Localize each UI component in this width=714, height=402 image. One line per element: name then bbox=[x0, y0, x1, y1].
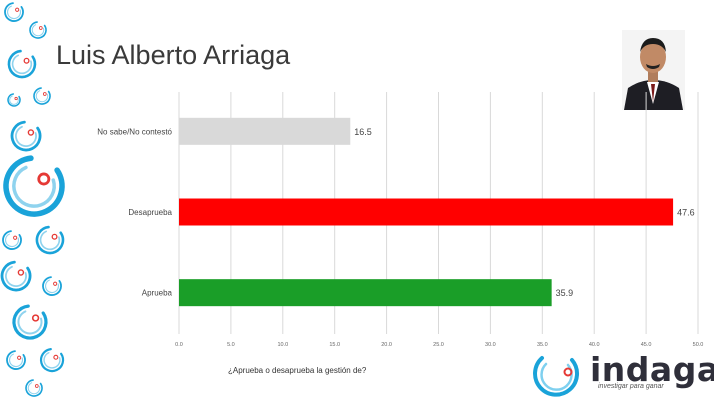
swirl-icon bbox=[12, 304, 48, 340]
page-title: Luis Alberto Arriaga bbox=[56, 40, 291, 70]
category-label: Aprueba bbox=[142, 289, 173, 298]
swirl-icon bbox=[7, 93, 21, 107]
x-tick-label: 40.0 bbox=[589, 342, 600, 348]
data-label: 47.6 bbox=[677, 208, 695, 218]
x-tick-label: 25.0 bbox=[433, 342, 444, 348]
x-tick-label: 20.0 bbox=[381, 342, 392, 348]
swirl-icon bbox=[39, 348, 65, 373]
decorative-swirls bbox=[0, 2, 65, 397]
swirl-icon bbox=[33, 87, 51, 105]
bar bbox=[179, 117, 351, 145]
chart-caption: ¿Aprueba o desaprueba la gestión de? bbox=[228, 366, 367, 375]
brand-tagline: investigar para ganar bbox=[598, 383, 664, 390]
data-label: 16.5 bbox=[354, 127, 372, 137]
swirl-icon bbox=[25, 379, 43, 397]
category-label: No sabe/No contestó bbox=[97, 127, 172, 136]
swirl-icon bbox=[4, 2, 24, 22]
swirl-icon bbox=[6, 350, 26, 370]
x-tick-label: 0.0 bbox=[175, 342, 183, 348]
x-tick-label: 45.0 bbox=[641, 342, 652, 348]
swirl-icon bbox=[2, 230, 22, 250]
x-tick-label: 5.0 bbox=[227, 342, 235, 348]
swirl-icon bbox=[29, 21, 47, 39]
swirl-icon bbox=[0, 260, 32, 292]
swirl-icon bbox=[3, 155, 65, 217]
bar bbox=[179, 198, 674, 226]
brand-name: indaga bbox=[590, 350, 714, 389]
x-tick-label: 50.0 bbox=[693, 342, 704, 348]
candidate-photo bbox=[622, 30, 685, 110]
x-tick-label: 35.0 bbox=[537, 342, 548, 348]
indaga-logo bbox=[533, 356, 580, 397]
x-tick-label: 10.0 bbox=[277, 342, 288, 348]
swirl-icon bbox=[35, 225, 65, 255]
swirl-icon bbox=[10, 120, 42, 152]
x-tick-label: 15.0 bbox=[329, 342, 340, 348]
data-label: 35.9 bbox=[556, 288, 574, 298]
x-tick-label: 30.0 bbox=[485, 342, 496, 348]
swirl-icon bbox=[42, 276, 62, 296]
bar bbox=[179, 279, 552, 307]
category-label: Desaprueba bbox=[128, 208, 172, 217]
swirl-icon bbox=[7, 49, 37, 79]
